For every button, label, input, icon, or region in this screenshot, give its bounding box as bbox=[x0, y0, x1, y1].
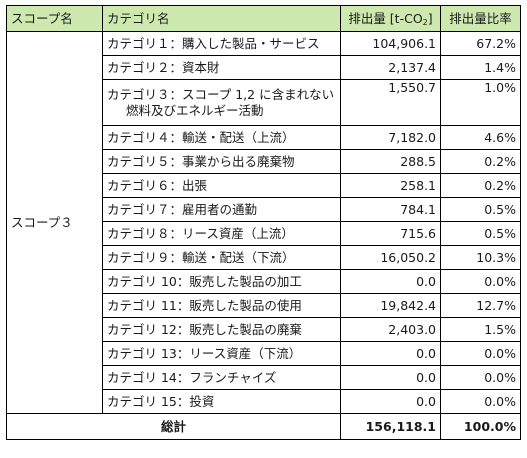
category-cell: カテゴリ１：購入した製品・サービス bbox=[102, 31, 341, 56]
emissions-cell: 0.0 bbox=[340, 389, 441, 414]
header-scope-name: スコープ名 bbox=[6, 5, 103, 32]
table-row: カテゴリ 14：フランチャイズ 0.0 0.0% bbox=[7, 365, 521, 390]
ratio-cell: 67.2% bbox=[440, 31, 521, 56]
ratio-cell: 0.0% bbox=[440, 269, 521, 294]
ratio-cell: 0.5% bbox=[440, 197, 521, 222]
category-cell: カテゴリ 11：販売した製品の使用 bbox=[102, 293, 341, 318]
table-row: カテゴリ３：スコープ 1,2 に含まれない 燃料及びエネルギー活動 1,550.… bbox=[7, 79, 521, 126]
header-emissions-sub: 2 bbox=[422, 17, 428, 27]
table-row: カテゴリ 10：販売した製品の加工 0.0 0.0% bbox=[7, 269, 521, 294]
category-cell: カテゴリ８：リース資産（上流） bbox=[102, 221, 341, 246]
category-cell: カテゴリ５：事業から出る廃棄物 bbox=[102, 149, 341, 174]
category-cell: カテゴリ３：スコープ 1,2 に含まれない 燃料及びエネルギー活動 bbox=[102, 79, 341, 126]
category-cell: カテゴリ 13：リース資産（下流） bbox=[102, 341, 341, 366]
category-cell: カテゴリ 10：販売した製品の加工 bbox=[102, 269, 341, 294]
table-row: カテゴリ 12：販売した製品の廃棄 2,403.0 1.5% bbox=[7, 317, 521, 342]
header-category-name: カテゴリ名 bbox=[102, 5, 341, 32]
emissions-cell: 19,842.4 bbox=[340, 293, 441, 318]
category-cell: カテゴリ 14：フランチャイズ bbox=[102, 365, 341, 390]
category-cell: カテゴリ 15：投資 bbox=[102, 389, 341, 414]
emissions-table: スコープ名 カテゴリ名 排出量 [t-CO2] 排出量比率 スコープ３ カテゴリ… bbox=[6, 5, 521, 440]
header-row: スコープ名 カテゴリ名 排出量 [t-CO2] 排出量比率 bbox=[6, 5, 521, 32]
scope-cell: スコープ３ bbox=[6, 31, 103, 414]
ratio-cell: 0.0% bbox=[440, 389, 521, 414]
table-row: カテゴリ８：リース資産（上流） 715.6 0.5% bbox=[7, 221, 521, 246]
emissions-cell: 7,182.0 bbox=[340, 125, 441, 150]
emissions-cell: 288.5 bbox=[340, 149, 441, 174]
ratio-cell: 0.2% bbox=[440, 149, 521, 174]
ratio-cell: 1.0% bbox=[440, 79, 521, 126]
category-line-1: カテゴリ３：スコープ 1,2 に含まれない bbox=[107, 86, 335, 102]
header-emissions-ratio: 排出量比率 bbox=[440, 5, 521, 32]
total-emissions: 156,118.1 bbox=[340, 413, 441, 440]
ratio-cell: 4.6% bbox=[440, 125, 521, 150]
category-line-2: 燃料及びエネルギー活動 bbox=[126, 102, 264, 118]
emissions-cell: 0.0 bbox=[340, 365, 441, 390]
table-row: スコープ３ カテゴリ１：購入した製品・サービス 104,906.1 67.2% bbox=[6, 31, 521, 414]
emissions-cell: 1,550.7 bbox=[340, 79, 441, 126]
table-body: スコープ３ カテゴリ１：購入した製品・サービス 104,906.1 67.2% … bbox=[6, 31, 521, 440]
ratio-cell: 0.2% bbox=[440, 173, 521, 198]
emissions-cell: 2,137.4 bbox=[340, 55, 441, 80]
header-emissions: 排出量 [t-CO2] bbox=[340, 5, 441, 32]
category-cell: カテゴリ４：輸送・配送（上流） bbox=[102, 125, 341, 150]
ratio-cell: 10.3% bbox=[440, 245, 521, 270]
category-cell: カテゴリ６：出張 bbox=[102, 173, 341, 198]
ratio-cell: 12.7% bbox=[440, 293, 521, 318]
emissions-cell: 16,050.2 bbox=[340, 245, 441, 270]
category-cell: カテゴリ 12：販売した製品の廃棄 bbox=[102, 317, 341, 342]
category-cell: カテゴリ９：輸送・配送（下流） bbox=[102, 245, 341, 270]
table-row: カテゴリ２：資本財 2,137.4 1.4% bbox=[7, 55, 521, 80]
table-row: カテゴリ６：出張 258.1 0.2% bbox=[7, 173, 521, 198]
total-ratio: 100.0% bbox=[440, 413, 521, 440]
emissions-cell: 0.0 bbox=[340, 341, 441, 366]
header-emissions-suffix: ] bbox=[427, 10, 433, 26]
emissions-cell: 0.0 bbox=[340, 269, 441, 294]
ratio-cell: 0.0% bbox=[440, 341, 521, 366]
table-row: カテゴリ７：雇用者の通勤 784.1 0.5% bbox=[7, 197, 521, 222]
ratio-cell: 1.4% bbox=[440, 55, 521, 80]
ratio-cell: 0.5% bbox=[440, 221, 521, 246]
table-row: カテゴリ 13：リース資産（下流） 0.0 0.0% bbox=[7, 341, 521, 366]
ratio-cell: 0.0% bbox=[440, 365, 521, 390]
ratio-cell: 1.5% bbox=[440, 317, 521, 342]
emissions-cell: 258.1 bbox=[340, 173, 441, 198]
header-emissions-prefix: 排出量 [t-CO bbox=[348, 10, 423, 26]
table-header: スコープ名 カテゴリ名 排出量 [t-CO2] 排出量比率 bbox=[6, 5, 521, 32]
emissions-cell: 715.6 bbox=[340, 221, 441, 246]
emissions-cell: 784.1 bbox=[340, 197, 441, 222]
category-cell: カテゴリ２：資本財 bbox=[102, 55, 341, 80]
total-row: 総計 156,118.1 100.0% bbox=[6, 413, 521, 440]
emissions-cell: 104,906.1 bbox=[340, 31, 441, 56]
table-row: カテゴリ 15：投資 0.0 0.0% bbox=[7, 389, 521, 414]
category-cell: カテゴリ７：雇用者の通勤 bbox=[102, 197, 341, 222]
table-row: カテゴリ５：事業から出る廃棄物 288.5 0.2% bbox=[7, 149, 521, 174]
total-label: 総計 bbox=[6, 413, 341, 440]
emissions-cell: 2,403.0 bbox=[340, 317, 441, 342]
